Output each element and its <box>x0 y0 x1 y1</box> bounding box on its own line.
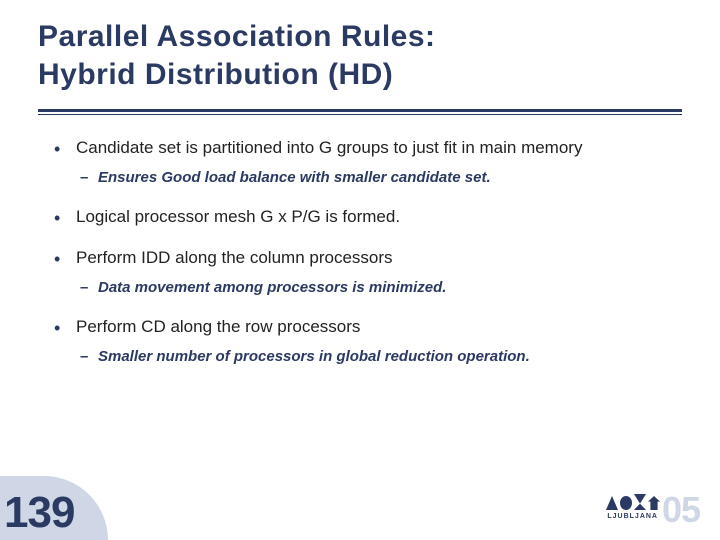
bullet-text: Candidate set is partitioned into G grou… <box>76 138 582 157</box>
bullet-item: Logical processor mesh G x P/G is formed… <box>54 206 666 229</box>
bullet-item: Perform CD along the row processors Smal… <box>54 316 666 367</box>
logo-year-label: 05 <box>662 492 700 528</box>
sub-bullet-list: Ensures Good load balance with smaller c… <box>76 168 666 188</box>
bullet-text: Perform IDD along the column processors <box>76 248 393 267</box>
bullet-text: Perform CD along the row processors <box>76 317 360 336</box>
title-block: Parallel Association Rules: Hybrid Distr… <box>0 0 720 101</box>
page-number: 139 <box>0 488 120 538</box>
logo-glyph-icon <box>606 496 618 510</box>
sub-bullet-list: Data movement among processors is minimi… <box>76 278 666 298</box>
bullet-text: Logical processor mesh G x P/G is formed… <box>76 207 400 226</box>
bullet-item: Candidate set is partitioned into G grou… <box>54 137 666 188</box>
logo-city-label: LJUBLJANA <box>607 513 658 520</box>
title-line-1: Parallel Association Rules: <box>38 18 682 56</box>
logo-glyph-icon <box>620 496 632 510</box>
sub-bullet-item: Smaller number of processors in global r… <box>76 347 666 367</box>
bullet-list: Candidate set is partitioned into G grou… <box>54 137 666 368</box>
content-area: Candidate set is partitioned into G grou… <box>0 115 720 368</box>
slide: Parallel Association Rules: Hybrid Distr… <box>0 0 720 540</box>
sub-bullet-item: Data movement among processors is minimi… <box>76 278 666 298</box>
logo-glyph-icon <box>634 494 646 510</box>
sub-bullet-list: Smaller number of processors in global r… <box>76 347 666 367</box>
logo-glyph-icon <box>648 496 660 510</box>
sub-bullet-item: Ensures Good load balance with smaller c… <box>76 168 666 188</box>
bullet-item: Perform IDD along the column processors … <box>54 247 666 298</box>
footer: 139 LJUBLJANA 05 <box>0 462 720 540</box>
title-line-2: Hybrid Distribution (HD) <box>38 56 682 94</box>
logo-icon-row <box>606 494 660 510</box>
